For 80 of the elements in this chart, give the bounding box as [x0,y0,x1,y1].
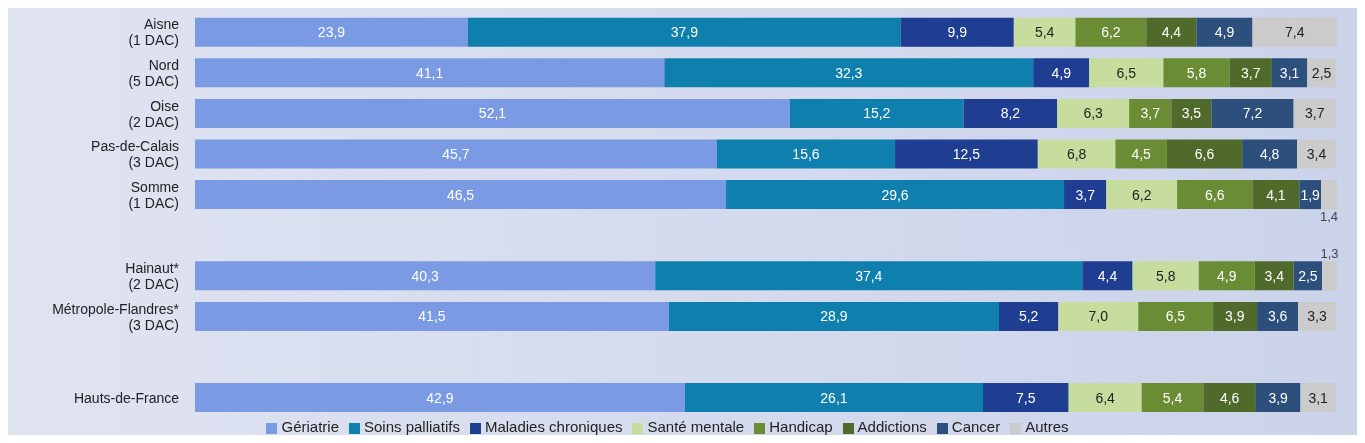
legend-label: Cancer [951,418,1001,435]
data-label: 32,3 [835,64,863,81]
data-label: 3,9 [1268,389,1289,406]
data-label: 41,5 [418,308,446,325]
data-label: 3,4 [1264,267,1285,284]
data-label: 1,4 [1319,209,1339,225]
data-label: 3,5 [1181,105,1202,122]
y-tick-label: Métropole-Flandres* (3 DAC) [52,300,180,333]
data-label: 4,8 [1259,145,1280,162]
data-label: 3,7 [1075,186,1096,203]
legend-label: Autres [1025,418,1069,435]
data-label: 1,3 [1320,246,1339,262]
y-tick-label: Hainaut* (2 DAC) [125,259,180,292]
data-label: 6,2 [1101,24,1121,41]
legend-label: Santé mentale [647,418,745,435]
data-label: 5,4 [1034,24,1055,41]
data-label: 40,3 [411,267,439,284]
data-label: 6,3 [1083,105,1104,122]
y-tick-label: Oise (2 DAC) [128,97,180,130]
data-label: 4,1 [1266,186,1286,203]
data-label: 2,5 [1311,64,1332,81]
y-tick-label: Hauts-de-France [73,389,180,406]
data-label: 4,4 [1097,267,1118,284]
data-label: 4,9 [1051,64,1072,81]
legend-label: Gériatrie [281,418,339,435]
data-label: 3,7 [1140,105,1161,122]
data-label: 5,4 [1162,389,1183,406]
data-label: 6,6 [1194,145,1215,162]
legend-label: Soins palliatifs [364,418,460,435]
data-label: 3,1 [1308,389,1329,406]
data-label: 5,8 [1155,267,1176,284]
data-label: 4,4 [1161,24,1182,41]
y-tick-label: Aisne (1 DAC) [128,16,180,49]
y-tick-label: Somme (1 DAC) [128,178,180,211]
data-label: 6,8 [1066,145,1087,162]
data-label: 3,7 [1305,105,1325,122]
data-label: 7,2 [1242,105,1263,122]
legend-label: Maladies chroniques [484,418,623,435]
data-label: 29,6 [881,186,909,203]
data-label: 52,1 [478,105,507,122]
data-label: 4,6 [1219,389,1240,406]
data-label: 3,4 [1306,145,1327,162]
legend-label: Addictions [857,418,927,435]
y-tick-label: Nord (5 DAC) [128,56,179,89]
legend-label: Handicap [769,418,833,435]
data-label: 41,1 [416,64,444,81]
data-label: 4,5 [1131,145,1152,162]
data-label: 26,1 [820,389,848,406]
data-label: 4,9 [1214,24,1235,41]
y-tick-label: Pas-de-Calais (3 DAC) [91,138,179,171]
data-label: 7,0 [1088,308,1109,325]
data-label: 1,9 [1300,186,1321,203]
data-label: 42,9 [426,389,454,406]
data-label: 46,5 [446,186,475,203]
data-label: 7,5 [1016,389,1036,406]
data-label: 6,5 [1116,64,1137,81]
data-label: 3,6 [1267,308,1288,325]
data-label: 23,9 [317,24,346,41]
data-label: 15,6 [792,145,820,162]
data-label: 3,3 [1307,308,1327,325]
data-label: 6,4 [1095,389,1116,406]
data-label: 9,9 [947,24,968,41]
data-label: 12,5 [952,145,981,162]
data-label: 6,2 [1131,186,1152,203]
data-label: 6,5 [1165,308,1186,325]
data-label: 7,4 [1285,24,1305,41]
data-label: 6,6 [1205,186,1225,203]
data-label: 4,9 [1217,267,1237,284]
data-label: 28,9 [820,308,848,325]
data-label: 45,7 [442,145,470,162]
data-label: 37,9 [670,24,699,41]
data-label: 3,7 [1241,64,1261,81]
data-label: 3,1 [1279,64,1300,81]
data-label: 2,5 [1298,267,1318,284]
data-label: 8,2 [1000,105,1021,122]
data-label: 15,2 [863,105,891,122]
data-label: 3,9 [1225,308,1245,325]
data-label: 5,8 [1186,64,1207,81]
data-label: 37,4 [855,267,883,284]
data-label: 5,2 [1018,308,1039,325]
